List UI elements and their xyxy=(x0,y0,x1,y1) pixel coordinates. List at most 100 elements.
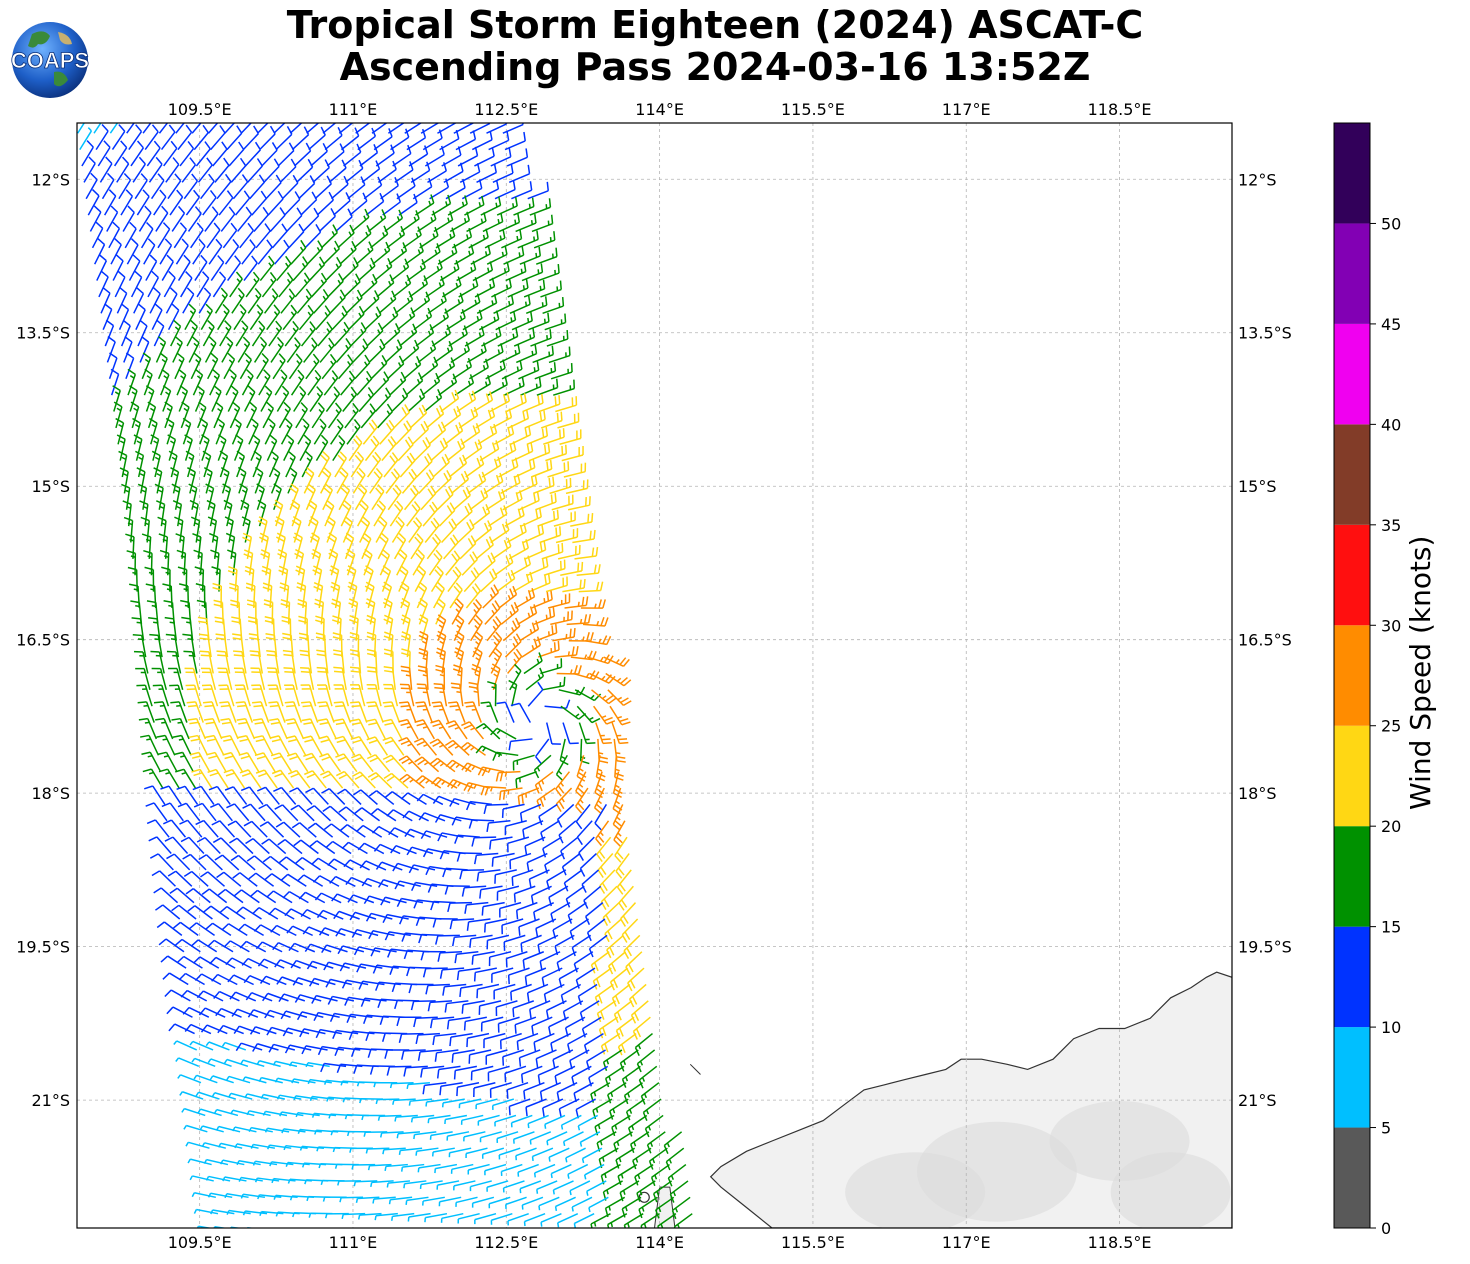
barb-flag xyxy=(107,335,116,343)
barb-flag xyxy=(255,738,265,743)
wind-barb xyxy=(270,336,284,363)
barb-flag xyxy=(253,450,262,458)
barb-flag xyxy=(302,110,306,118)
wind-barb xyxy=(292,256,309,282)
barb-flag xyxy=(463,724,473,730)
barb-flag xyxy=(132,417,141,424)
barb-shaft xyxy=(535,738,550,757)
barb-half-flag xyxy=(163,755,169,758)
wind-barb xyxy=(452,357,473,380)
barb-flag xyxy=(222,303,230,312)
barb-flag xyxy=(373,144,379,153)
wind-barb xyxy=(490,521,510,544)
barb-flag xyxy=(268,701,278,704)
barb-shaft xyxy=(194,261,208,281)
barb-half-flag xyxy=(148,571,154,575)
barb-flag xyxy=(528,460,532,470)
barb-flag xyxy=(554,493,557,503)
barb-half-flag xyxy=(166,407,172,412)
wind-barb xyxy=(339,240,357,265)
barb-half-flag xyxy=(141,489,147,493)
barb-half-flag xyxy=(287,441,293,446)
barb-flag xyxy=(550,214,554,224)
barb-half-flag xyxy=(180,755,185,758)
barb-half-flag xyxy=(335,409,340,414)
barb-shaft xyxy=(111,130,126,151)
barb-flag xyxy=(557,264,560,274)
barb-flag xyxy=(129,221,137,230)
barb-flag xyxy=(273,786,282,793)
wind-barb xyxy=(298,632,310,658)
wind-barb xyxy=(468,819,495,829)
barb-shaft xyxy=(472,819,495,822)
wind-barb xyxy=(143,549,153,576)
barb-half-flag xyxy=(281,376,286,381)
wind-barb xyxy=(377,160,397,183)
wind-barb xyxy=(241,239,256,265)
barb-flag xyxy=(157,751,167,756)
wind-barb xyxy=(125,533,135,559)
barb-half-flag xyxy=(252,424,257,429)
barb-flag xyxy=(454,114,456,123)
barb-shaft xyxy=(563,869,583,884)
barb-flag xyxy=(243,553,253,559)
barb-flag xyxy=(616,760,626,763)
wind-barb xyxy=(374,258,393,282)
barb-flag xyxy=(451,392,456,402)
wind-barb xyxy=(243,255,258,282)
wind-barb xyxy=(301,450,313,478)
barb-flag xyxy=(400,740,410,745)
barb-flag xyxy=(264,385,273,393)
barb-flag xyxy=(502,394,507,404)
barb-flag xyxy=(462,454,468,464)
barb-shaft xyxy=(375,152,395,167)
wind-barb xyxy=(534,771,554,794)
barb-flag xyxy=(414,339,420,349)
barb-flag xyxy=(472,260,477,270)
barb-shaft xyxy=(143,244,156,265)
barb-flag xyxy=(435,549,443,558)
barb-half-flag xyxy=(269,424,274,429)
barb-flag xyxy=(350,701,360,704)
barb-half-flag xyxy=(181,391,187,396)
barb-flag xyxy=(523,522,527,532)
wind-barb xyxy=(282,632,294,658)
barb-flag xyxy=(88,156,96,164)
barb-flag xyxy=(127,566,137,571)
barb-half-flag xyxy=(347,360,351,366)
barb-half-flag xyxy=(130,555,136,558)
barb-flag xyxy=(476,293,481,303)
barb-half-flag xyxy=(444,331,448,336)
barb-flag xyxy=(173,751,183,756)
barb-flag xyxy=(338,434,346,443)
wind-barb xyxy=(194,385,205,412)
barb-flag xyxy=(536,361,540,371)
barb-flag xyxy=(581,561,584,571)
barb-flag xyxy=(415,552,423,561)
wind-barb xyxy=(113,401,123,429)
barb-flag xyxy=(302,256,309,265)
barb-flag xyxy=(294,532,303,539)
wind-barb xyxy=(550,363,573,380)
barb-flag xyxy=(116,434,126,440)
coaps-logo: COAPS xyxy=(10,22,90,98)
barb-flag xyxy=(316,653,326,657)
barb-half-flag xyxy=(228,522,233,526)
barb-flag xyxy=(398,568,407,576)
barb-half-flag xyxy=(529,334,532,339)
barb-shaft xyxy=(165,293,178,314)
barb-flag xyxy=(539,542,543,552)
barb-flag xyxy=(352,402,359,411)
barb-shaft xyxy=(167,309,180,331)
barb-half-flag xyxy=(536,658,540,664)
barb-flag xyxy=(558,800,565,810)
barb-flag xyxy=(497,491,503,501)
barb-flag xyxy=(132,633,142,637)
barb-flag xyxy=(442,868,447,878)
barb-flag xyxy=(302,704,312,708)
barb-flag xyxy=(379,516,388,524)
barb-shaft xyxy=(308,134,326,151)
wind-barb xyxy=(508,164,531,184)
barb-flag xyxy=(303,434,312,442)
wind-barb xyxy=(269,207,286,232)
